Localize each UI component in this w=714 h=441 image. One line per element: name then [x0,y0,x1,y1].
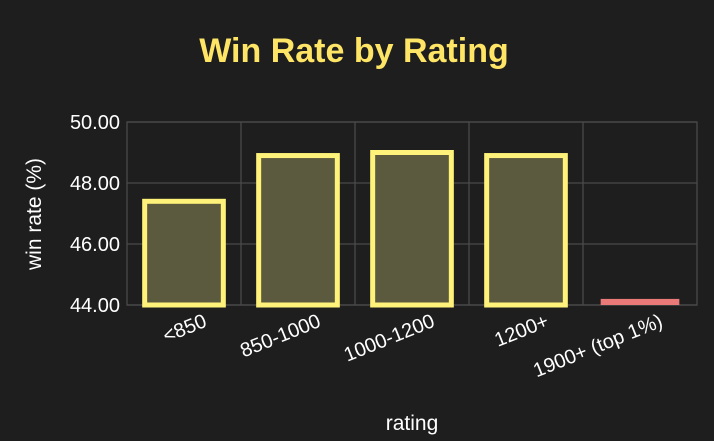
bar-highlight [600,298,680,305]
bar [484,153,568,308]
y-tick-label: 46.00 [70,234,120,256]
y-tick-label: 44.00 [70,295,120,317]
y-axis-label: win rate (%) [23,158,46,271]
chart-title: Win Rate by Rating [199,32,509,70]
y-tick-label: 50.00 [70,112,120,134]
bar [370,150,454,308]
x-axis-label: rating [386,412,439,435]
y-tick-label: 48.00 [70,173,120,195]
y-tick-layer: 44.00 46.00 48.00 50.00 [70,112,120,317]
bar [142,198,226,308]
bar-layer [142,150,680,308]
bar [256,153,340,308]
